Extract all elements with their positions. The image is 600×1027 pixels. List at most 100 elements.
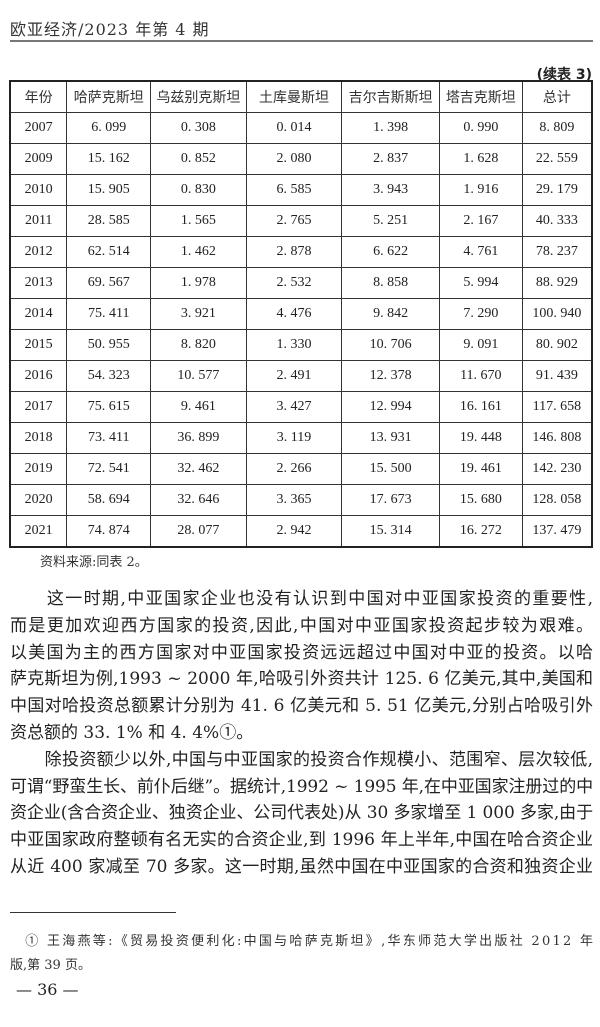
value-cell: 1. 398 [341,112,440,144]
year-cell: 2011 [9,205,68,237]
body-line: 资企业(含合资企业、独资企业、公司代表处)从 30 多家增至 1 000 多家,… [10,803,593,824]
value-cell: 100. 940 [521,298,593,330]
footnote-rule [10,912,176,913]
table-header-row: 年份 哈萨克斯坦 乌兹别克斯坦 土库曼斯坦 吉尔吉斯斯坦 塔吉克斯坦 总计 [9,80,593,113]
value-cell: 29. 179 [521,174,593,206]
value-cell: 91. 439 [521,360,593,392]
body-line: 从近 400 家减至 70 多家。这一时期,虽然中国在中亚国家的合资和独资企业 [10,856,593,877]
value-cell: 11. 670 [438,360,523,392]
value-cell: 72. 541 [66,453,152,485]
year-cell: 2016 [9,360,68,392]
value-cell: 2. 878 [245,236,343,268]
body-line: 而是更加欢迎西方国家的投资,因此,中国对中亚国家投资起步较为艰难。 [10,615,593,636]
value-cell: 40. 333 [521,205,593,237]
body-line: 以美国为主的西方国家对中亚国家投资远远超过中国对中亚的投资。以哈 [10,642,593,663]
table-source-note: 资料来源:同表 2。 [40,555,148,570]
body-text: 这一时期,中亚国家企业也没有认识到中国对中亚国家投资的重要性, 而是更加欢迎西方国… [10,586,593,881]
value-cell: 3. 119 [245,422,343,454]
value-cell: 1. 978 [150,267,247,299]
value-cell: 0. 014 [245,112,343,144]
value-cell: 2. 167 [438,205,523,237]
value-cell: 4. 476 [245,298,343,330]
value-cell: 1. 628 [438,143,523,175]
value-cell: 146. 808 [521,422,593,454]
value-cell: 69. 567 [66,267,152,299]
value-cell: 74. 874 [66,515,152,548]
year-cell: 2010 [9,174,68,206]
value-cell: 3. 921 [150,298,247,330]
table-row: 2021 74. 874 28. 077 2. 942 15. 314 16. 272 13… [9,515,593,548]
value-cell: 15. 500 [341,453,440,485]
footnote-line: 版,第 39 页。 [10,958,91,973]
value-cell: 2. 080 [245,143,343,175]
running-header: 欧亚经济/2023 年第 4 期 [10,20,210,39]
value-cell: 10. 706 [341,329,440,361]
body-line: 中亚国家政府整顿有名无实的合资企业,到 1996 年上半年,中国在哈合资企业 [10,830,593,851]
value-cell: 6. 622 [341,236,440,268]
value-cell: 0. 990 [438,112,523,144]
column-header: 哈萨克斯坦 [66,80,152,113]
table-row: 2019 72. 541 32. 462 2. 266 15. 500 19. 461 14… [9,453,593,485]
body-line: 资总额的 33. 1% 和 4. 4%①。 [10,722,254,743]
value-cell: 10. 577 [150,360,247,392]
table-row: 2009 15. 162 0. 852 2. 080 2. 837 1. 628 22. 5… [9,143,593,175]
value-cell: 0. 308 [150,112,247,144]
value-cell: 5. 251 [341,205,440,237]
year-cell: 2013 [9,267,68,299]
value-cell: 2. 532 [245,267,343,299]
value-cell: 78. 237 [521,236,593,268]
value-cell: 2. 765 [245,205,343,237]
value-cell: 1. 916 [438,174,523,206]
year-cell: 2012 [9,236,68,268]
table-row: 2011 28. 585 1. 565 2. 765 5. 251 2. 167 40. 3… [9,205,593,237]
table-continued-label: (续表 3) [536,67,592,83]
body-line: 可谓“野蛮生长、前仆后继”。据统计,1992 ~ 1995 年,在中亚国家注册过… [10,776,593,797]
table-row: 2014 75. 411 3. 921 4. 476 9. 842 7. 290 100. … [9,298,593,330]
column-header: 总计 [521,80,593,113]
value-cell: 4. 761 [438,236,523,268]
value-cell: 9. 091 [438,329,523,361]
value-cell: 15. 162 [66,143,152,175]
value-cell: 1. 565 [150,205,247,237]
value-cell: 1. 330 [245,329,343,361]
value-cell: 16. 161 [438,391,523,423]
value-cell: 58. 694 [66,484,152,516]
column-header: 土库曼斯坦 [245,80,343,113]
table-row: 2007 6. 099 0. 308 0. 014 1. 398 0. 990 8. 809 [9,112,593,144]
value-cell: 54. 323 [66,360,152,392]
value-cell: 2. 491 [245,360,343,392]
value-cell: 2. 837 [341,143,440,175]
footnote-line: ① 王海燕等:《贸易投资便利化:中国与哈萨克斯坦》,华东师范大学出版社 2012… [10,934,596,949]
value-cell: 15. 314 [341,515,440,548]
value-cell: 19. 461 [438,453,523,485]
body-line: 除投资额少以外,中国与中亚国家的投资合作规模小、范围窄、层次较低, [10,749,593,770]
body-line: 这一时期,中亚国家企业也没有认识到中国对中亚国家投资的重要性, [10,589,593,609]
year-cell: 2009 [9,143,68,175]
value-cell: 3. 365 [245,484,343,516]
value-cell: 2. 266 [245,453,343,485]
page-number: — 36 — [16,980,79,999]
value-cell: 80. 902 [521,329,593,361]
value-cell: 73. 411 [66,422,152,454]
value-cell: 22. 559 [521,143,593,175]
value-cell: 128. 058 [521,484,593,516]
year-cell: 2007 [9,112,68,144]
value-cell: 142. 230 [521,453,593,485]
value-cell: 32. 462 [150,453,247,485]
value-cell: 19. 448 [438,422,523,454]
value-cell: 9. 461 [150,391,247,423]
value-cell: 17. 673 [341,484,440,516]
value-cell: 13. 931 [341,422,440,454]
value-cell: 28. 585 [66,205,152,237]
column-header: 吉尔吉斯斯坦 [341,80,440,113]
value-cell: 8. 858 [341,267,440,299]
value-cell: 6. 099 [66,112,152,144]
year-cell: 2019 [9,453,68,485]
table-row: 2017 75. 615 9. 461 3. 427 12. 994 16. 161 117… [9,391,593,423]
value-cell: 8. 809 [521,112,593,144]
value-cell: 62. 514 [66,236,152,268]
year-cell: 2018 [9,422,68,454]
table-body: 2007 6. 099 0. 308 0. 014 1. 398 0. 990 8. 809… [9,112,593,548]
year-cell: 2021 [9,515,68,548]
value-cell: 9. 842 [341,298,440,330]
